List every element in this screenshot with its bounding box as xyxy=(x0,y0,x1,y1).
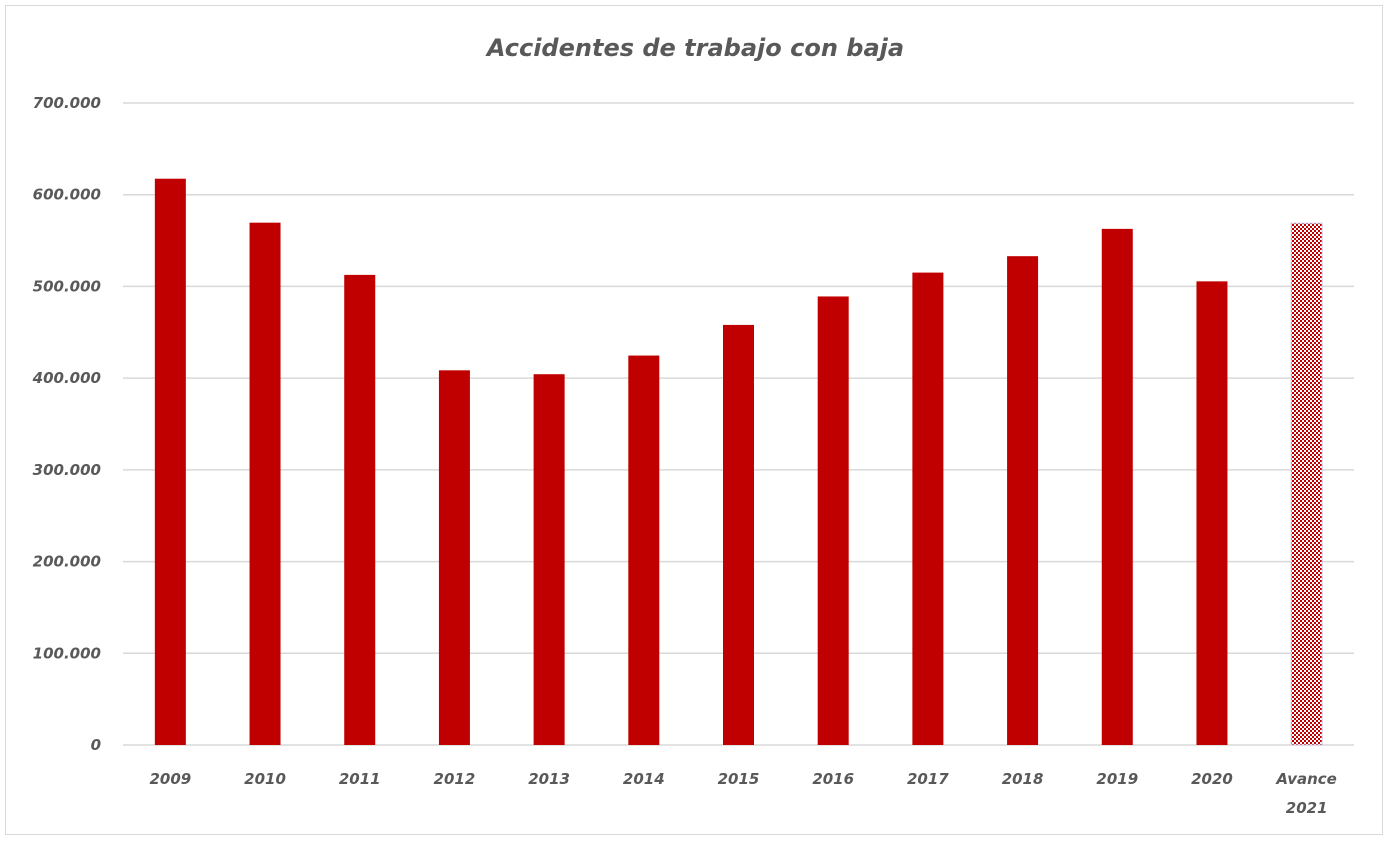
y-tick-label: 200.000 xyxy=(33,553,101,571)
y-tick-label: 600.000 xyxy=(33,186,101,204)
y-tick-label: 500.000 xyxy=(33,277,101,295)
bar-2016 xyxy=(817,296,849,745)
bar-2012 xyxy=(438,370,470,745)
bar-2011 xyxy=(344,274,376,745)
chart-frame xyxy=(5,5,1383,835)
bars xyxy=(154,178,1323,746)
x-tick-label: 2018 xyxy=(1002,770,1044,788)
bar-2020 xyxy=(1196,281,1228,745)
x-tick-label: 2015 xyxy=(718,770,760,788)
x-tick-label: 2016 xyxy=(812,770,854,788)
x-axis-ticks: 2009 2010 2011 2012 2013 2014 2015 2016 2017 2018… xyxy=(149,770,1336,817)
y-tick-label: 100.000 xyxy=(33,644,101,662)
x-tick-label: 2017 xyxy=(907,770,949,788)
x-tick-label: 2021 xyxy=(1286,799,1328,817)
x-tick-label: 2019 xyxy=(1096,770,1138,788)
bar-2018 xyxy=(1007,256,1039,745)
y-tick-label: 0 xyxy=(91,736,101,754)
bar-2019 xyxy=(1101,228,1133,745)
chart-title: Accidentes de trabajo con baja xyxy=(486,34,905,62)
x-tick-label: 2010 xyxy=(244,770,286,788)
bar-2010 xyxy=(249,222,281,746)
y-tick-label: 700.000 xyxy=(33,94,101,112)
x-tick-label: 2020 xyxy=(1191,770,1233,788)
x-tick-label: 2013 xyxy=(528,770,570,788)
x-tick-label: Avance xyxy=(1275,770,1336,788)
x-tick-label: 2011 xyxy=(339,770,381,788)
bar-2017 xyxy=(912,272,944,745)
x-tick-label: 2014 xyxy=(623,770,665,788)
bar-2015 xyxy=(723,324,754,745)
bar-2014 xyxy=(628,355,660,745)
bar-2009 xyxy=(154,178,186,746)
x-tick-label: 2012 xyxy=(434,770,476,788)
y-tick-label: 400.000 xyxy=(32,369,101,387)
bar-2013 xyxy=(533,374,565,745)
x-tick-label: 2009 xyxy=(149,770,191,788)
bar-avance-2021 xyxy=(1290,222,1323,746)
y-tick-label: 300.000 xyxy=(33,461,101,479)
y-axis-ticks: 0 100.000 200.000 300.000 400.000 500.000 600.… xyxy=(32,94,101,754)
